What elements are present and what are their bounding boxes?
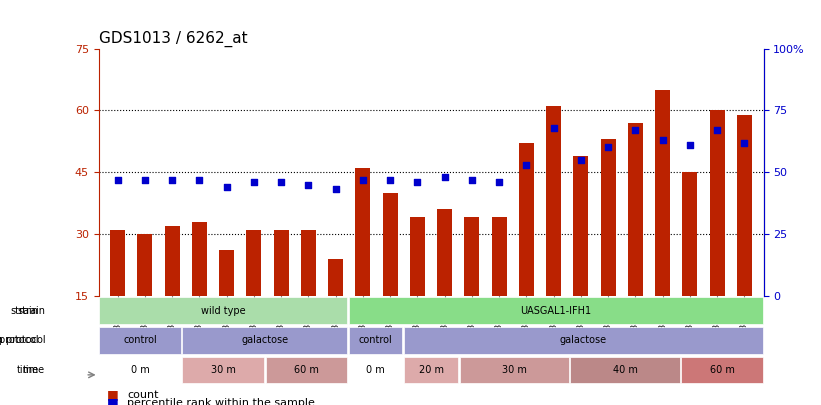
Point <box>329 186 342 193</box>
Text: control: control <box>123 335 157 345</box>
Point <box>356 176 369 183</box>
Point <box>166 176 179 183</box>
Bar <box>165 226 180 358</box>
Bar <box>192 222 207 358</box>
Point <box>575 157 588 163</box>
Text: 40 m: 40 m <box>612 365 637 375</box>
Point <box>410 179 424 185</box>
Text: growth protocol: growth protocol <box>0 335 45 345</box>
Text: galactose: galactose <box>241 335 288 345</box>
Text: strain: strain <box>17 306 45 315</box>
FancyBboxPatch shape <box>99 297 347 324</box>
Text: ■: ■ <box>107 388 118 401</box>
Bar <box>737 115 752 358</box>
Point <box>138 176 151 183</box>
Bar <box>655 90 670 358</box>
Text: strain: strain <box>11 306 39 315</box>
Bar <box>219 250 234 358</box>
FancyBboxPatch shape <box>182 327 347 354</box>
Point <box>656 137 669 143</box>
Bar <box>519 143 534 358</box>
Bar <box>492 217 507 358</box>
Bar <box>273 230 289 358</box>
Bar <box>546 106 562 358</box>
Text: time: time <box>16 365 39 375</box>
Bar <box>355 168 370 358</box>
Point <box>438 174 452 180</box>
Bar <box>628 123 643 358</box>
Bar <box>682 172 697 358</box>
FancyBboxPatch shape <box>349 297 763 324</box>
FancyBboxPatch shape <box>266 356 347 383</box>
FancyBboxPatch shape <box>349 327 402 354</box>
Bar <box>601 139 616 358</box>
Bar <box>246 230 261 358</box>
Text: UASGAL1-IFH1: UASGAL1-IFH1 <box>521 306 591 315</box>
Bar <box>383 193 397 358</box>
Bar <box>300 230 316 358</box>
Point <box>493 179 506 185</box>
FancyBboxPatch shape <box>99 327 181 354</box>
Point <box>247 179 260 185</box>
Point <box>629 127 642 133</box>
Text: ■: ■ <box>107 396 118 405</box>
Bar <box>573 156 589 358</box>
Bar <box>328 259 343 358</box>
Text: 60 m: 60 m <box>294 365 319 375</box>
Point <box>111 176 124 183</box>
Text: 60 m: 60 m <box>709 365 735 375</box>
FancyBboxPatch shape <box>571 356 680 383</box>
Text: time: time <box>23 365 45 375</box>
Text: galactose: galactose <box>560 335 607 345</box>
FancyBboxPatch shape <box>404 356 458 383</box>
Text: 30 m: 30 m <box>211 365 236 375</box>
Bar <box>110 230 125 358</box>
FancyBboxPatch shape <box>182 356 264 383</box>
Bar <box>709 111 725 358</box>
Point <box>302 181 315 188</box>
Point <box>193 176 206 183</box>
FancyBboxPatch shape <box>460 356 569 383</box>
Point <box>520 162 533 168</box>
FancyBboxPatch shape <box>99 356 181 383</box>
Point <box>220 184 233 190</box>
Bar <box>437 209 452 358</box>
Text: 0 m: 0 m <box>131 365 149 375</box>
Point <box>683 142 696 148</box>
FancyBboxPatch shape <box>349 356 402 383</box>
Point <box>738 139 751 146</box>
Text: 30 m: 30 m <box>502 365 526 375</box>
Bar <box>137 234 153 358</box>
Point <box>466 176 479 183</box>
Text: 0 m: 0 m <box>366 365 385 375</box>
Text: percentile rank within the sample: percentile rank within the sample <box>127 398 315 405</box>
Point <box>711 127 724 133</box>
FancyBboxPatch shape <box>681 356 763 383</box>
Point <box>274 179 287 185</box>
Bar <box>410 217 425 358</box>
Point <box>602 144 615 151</box>
Text: 20 m: 20 m <box>419 365 443 375</box>
FancyBboxPatch shape <box>404 327 763 354</box>
Bar <box>465 217 479 358</box>
Point <box>383 176 397 183</box>
Point <box>547 124 560 131</box>
Text: GDS1013 / 6262_at: GDS1013 / 6262_at <box>99 31 247 47</box>
Text: growth protocol: growth protocol <box>0 335 39 345</box>
Text: control: control <box>359 335 392 345</box>
Text: count: count <box>127 390 158 400</box>
Text: wild type: wild type <box>201 306 245 315</box>
